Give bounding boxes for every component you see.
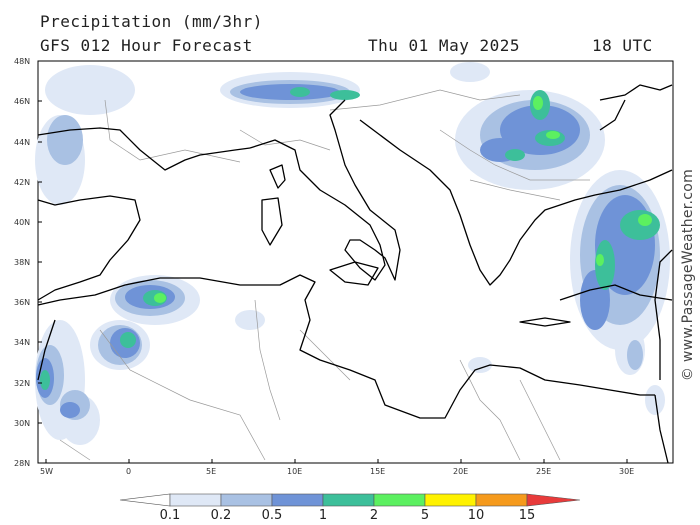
legend-colorbar [119, 493, 581, 507]
legend-swatch [322, 493, 375, 507]
legend-swatch [475, 493, 528, 507]
lon-axis: 5W 0 5E 10E 15E 20E 25E 30E [40, 459, 634, 476]
lat-label: 38N [14, 258, 30, 267]
legend-swatch [373, 493, 426, 507]
legend-label: 1 [318, 508, 328, 523]
lat-label: 40N [14, 218, 30, 227]
legend-label: 2 [369, 508, 379, 523]
precip-green [154, 96, 652, 303]
legend-label: 0.5 [261, 508, 283, 523]
legend-label: 0.2 [210, 508, 232, 523]
lon-label: 25E [536, 467, 551, 476]
lon-label: 5W [40, 467, 53, 476]
legend-label: 10 [467, 508, 485, 523]
legend-label: 0.1 [159, 508, 181, 523]
lon-label: 20E [453, 467, 468, 476]
lon-label: 5E [206, 467, 216, 476]
legend-swatch [119, 493, 171, 507]
forecast-date: Thu 01 May 2025 [368, 36, 520, 55]
lat-label: 34N [14, 338, 30, 347]
lat-label: 44N [14, 138, 30, 147]
precipitation-layer [35, 62, 670, 445]
country-borders [59, 89, 590, 461]
legend-labels: 0.1 0.2 0.5 1 2 5 10 15 [0, 508, 700, 524]
legend-swatch [220, 493, 273, 507]
legend-label: 15 [518, 508, 536, 523]
lat-label: 48N [14, 57, 30, 66]
lat-label: 46N [14, 97, 30, 106]
lat-label: 30N [14, 419, 30, 428]
map-title: Precipitation (mm/3hr) [40, 12, 263, 31]
lon-label: 0 [126, 467, 131, 476]
model-label: GFS 012 Hour Forecast [40, 36, 253, 55]
legend-swatch [526, 493, 581, 507]
legend-swatch [424, 493, 477, 507]
lat-label: 36N [14, 298, 30, 307]
lat-label: 42N [14, 178, 30, 187]
legend-swatch [169, 493, 222, 507]
lon-label: 30E [619, 467, 634, 476]
legend-swatch [271, 493, 324, 507]
lon-label: 15E [370, 467, 385, 476]
credit-text: © www.PassageWeather.com [680, 168, 696, 382]
credit-watermark: © www.PassageWeather.com [678, 150, 698, 400]
lat-label: 28N [14, 459, 30, 468]
lat-axis: 48N 46N 44N 42N 40N 38N 36N 34N 32N 30N … [14, 57, 42, 468]
coastlines [37, 84, 673, 464]
lon-label: 10E [287, 467, 302, 476]
lat-label: 32N [14, 379, 30, 388]
forecast-time: 18 UTC [592, 36, 653, 55]
legend-label: 5 [420, 508, 430, 523]
